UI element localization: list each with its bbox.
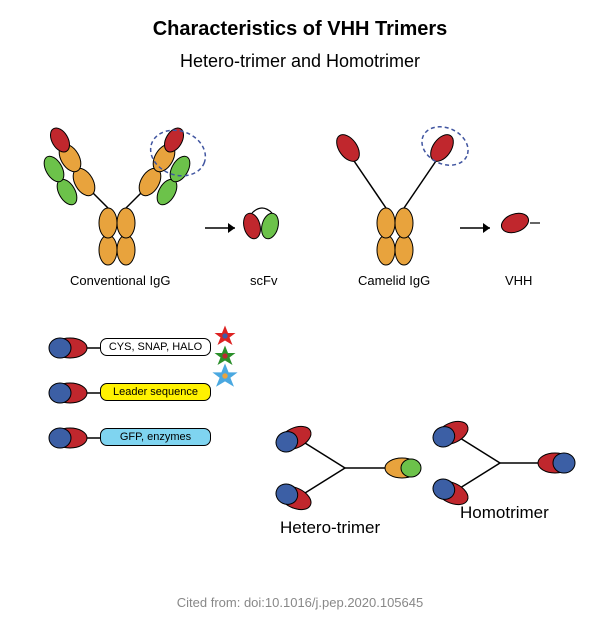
- starburst-red-icon: [215, 326, 236, 346]
- vhh-diagram: [499, 210, 540, 236]
- label-vhh: VHH: [505, 273, 532, 288]
- tag-cys-box: CYS, SNAP, HALO: [100, 338, 211, 356]
- camelid-igg-diagram: [332, 120, 474, 265]
- hetero-trimer-diagram: [273, 422, 421, 514]
- label-homo-trimer: Homotrimer: [460, 503, 549, 523]
- arrow-camelid-to-vhh: [460, 223, 490, 233]
- label-scfv: scFv: [250, 273, 277, 288]
- tag-gfp-box: GFP, enzymes: [100, 428, 211, 446]
- tag-leader-box: Leader sequence: [100, 383, 211, 401]
- tag-pill-1: [49, 338, 100, 358]
- arrow-igg-to-scfv: [205, 223, 235, 233]
- label-camelid-igg: Camelid IgG: [358, 273, 430, 288]
- scfv-diagram: [241, 208, 281, 241]
- tag-pill-3: [49, 428, 100, 448]
- label-hetero-trimer: Hetero-trimer: [280, 518, 380, 538]
- label-conventional-igg: Conventional IgG: [70, 273, 170, 288]
- starburst-green-icon: [215, 346, 236, 366]
- homo-trimer-diagram: [430, 417, 575, 509]
- tag-pill-2: [49, 383, 100, 403]
- conventional-igg-diagram: [40, 123, 212, 265]
- starburst-blue-icon: [212, 363, 237, 386]
- citation-text: Cited from: doi:10.1016/j.pep.2020.10564…: [0, 595, 600, 610]
